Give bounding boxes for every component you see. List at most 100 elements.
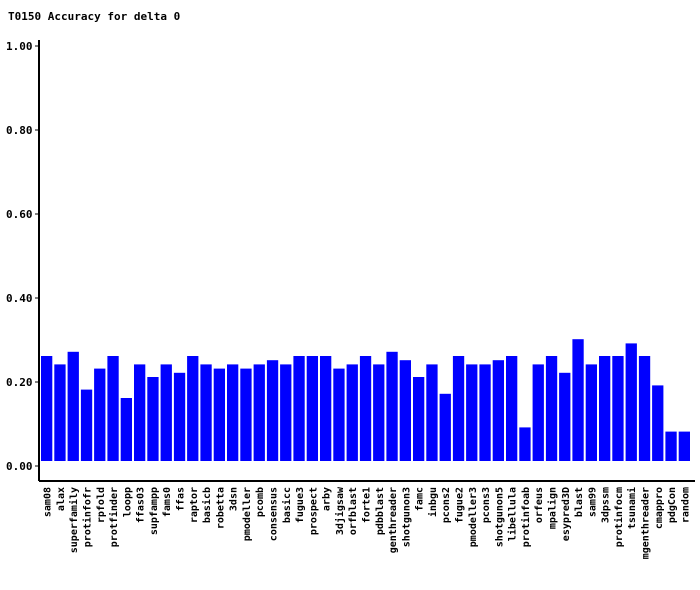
x-tick-label: loopp <box>122 487 133 517</box>
x-tick-label: 3dpssm <box>601 487 612 523</box>
bar-pmodeller3 <box>466 364 478 461</box>
bar-basicb <box>200 364 212 461</box>
bar-orfblast <box>346 364 358 461</box>
x-tick-label: genthreader <box>388 487 399 553</box>
x-tick-label: inbgu <box>427 487 439 517</box>
bar-fugue3 <box>293 356 305 461</box>
y-ticks: 0.00 0.20 0.40 0.60 0.80 1.00 <box>6 40 39 473</box>
x-tick-label: orfblast <box>348 487 359 535</box>
x-tick-label: orfeus <box>534 487 545 523</box>
bar-rpfold <box>94 368 106 461</box>
x-tick-label: arby <box>322 487 333 511</box>
bar-arby <box>320 356 332 461</box>
bar-superfamily <box>67 351 79 461</box>
x-tick-label: protinfocm <box>613 487 625 547</box>
x-tick-label: esypred3D <box>561 487 572 541</box>
bar-3dsn <box>227 364 239 461</box>
bar-robetta <box>213 368 225 461</box>
bar-loopp <box>120 398 132 461</box>
y-tick-label: 0.80 <box>6 124 33 137</box>
chart-title: T0150 Accuracy for delta 0 <box>8 10 181 23</box>
bar-ffas03 <box>134 364 146 461</box>
bar-protfinder <box>107 356 119 461</box>
bar-alax <box>54 364 66 461</box>
bar-prospect <box>306 356 318 461</box>
x-tick-label: mgenthreader <box>641 487 652 559</box>
x-labels: sam08 alax superfamily protinfofr rpfold prot… <box>43 486 692 559</box>
x-tick-label: prospect <box>308 487 319 535</box>
x-tick-label: ffas <box>176 487 187 511</box>
x-tick-label: basicc <box>281 487 293 523</box>
bar-genthreader <box>386 351 398 461</box>
bar-pmodeller <box>240 368 252 461</box>
x-tick-label: pcons3 <box>481 487 492 523</box>
x-tick-label: pcomb <box>255 487 266 517</box>
x-tick-label: basicb <box>201 487 213 523</box>
x-tick-label: rpfold <box>96 487 107 523</box>
x-tick-label: pmodeller <box>242 487 253 541</box>
bar-random <box>678 431 690 461</box>
bar-pdbblast <box>373 364 385 461</box>
x-tick-label: mpalign <box>547 487 559 529</box>
x-tick-label: superfamily <box>68 487 80 553</box>
x-tick-label: shotgunon3 <box>401 487 412 547</box>
x-tick-label: protinfofr <box>82 487 94 547</box>
x-tick-label: tsunami <box>626 487 638 529</box>
bar-raptor <box>187 356 199 461</box>
bar-mgenthreader <box>638 356 651 461</box>
y-tick-label: 0.40 <box>6 292 33 305</box>
x-tick-label: pcons2 <box>441 487 452 523</box>
x-tick-label: famc <box>415 487 426 511</box>
x-tick-label: blast <box>574 487 585 517</box>
x-tick-label: 3djigsaw <box>334 486 346 535</box>
bar-fams0 <box>160 364 172 461</box>
bar-protinfocm <box>612 356 624 461</box>
x-tick-label: raptor <box>189 487 200 523</box>
bar-shotgunon3 <box>399 360 411 461</box>
x-tick-label: cmappro <box>654 487 665 529</box>
x-tick-label: fams0 <box>162 487 173 517</box>
bar-supfampp <box>147 377 159 461</box>
x-tick-label: pdgCon <box>667 487 678 523</box>
bar-protinfoab <box>519 427 531 461</box>
x-tick-label: supfampp <box>149 487 160 535</box>
bar-forte1 <box>359 356 372 461</box>
x-tick-label: fugue3 <box>295 487 306 523</box>
bar-libellula <box>506 356 518 461</box>
x-tick-label: protfinder <box>108 487 120 547</box>
bar-cmappro <box>652 385 664 461</box>
x-tick-label: 3dsn <box>229 487 240 511</box>
x-tick-label: fugue2 <box>455 487 466 523</box>
x-tick-label: consensus <box>269 487 280 541</box>
bar-ffas <box>173 372 186 461</box>
bar-pcons3 <box>479 364 491 461</box>
bar-sam99 <box>585 364 597 461</box>
x-tick-label: forte1 <box>362 487 373 523</box>
bar-shotgunon5 <box>492 360 504 461</box>
x-tick-label: shotgunon5 <box>494 487 505 547</box>
y-tick-label: 0.00 <box>6 460 33 473</box>
x-tick-label: libellula <box>507 487 519 541</box>
bar-blast <box>572 339 584 461</box>
x-tick-label: pmodeller3 <box>468 487 479 547</box>
y-tick-label: 1.00 <box>6 40 33 53</box>
x-tick-label: pdbblast <box>375 487 386 535</box>
bar-famc <box>413 377 425 461</box>
bar-pcons2 <box>439 393 451 461</box>
bar-inbgu <box>426 364 438 461</box>
bar-sam08 <box>41 356 53 461</box>
x-tick-label: robetta <box>215 487 226 529</box>
bar-consensus <box>266 360 279 461</box>
bars <box>41 339 690 461</box>
bar-basicc <box>280 364 292 461</box>
x-tick-label: alax <box>56 487 67 511</box>
bar-tsunami <box>625 343 637 461</box>
x-tick-label: random <box>680 487 691 523</box>
bar-fugue2 <box>452 356 465 461</box>
y-tick-label: 0.60 <box>6 208 33 221</box>
bar-pcomb <box>253 364 265 461</box>
axes <box>38 40 695 482</box>
bar-orfeus <box>532 364 544 461</box>
x-tick-label: protinfoab <box>520 487 532 547</box>
